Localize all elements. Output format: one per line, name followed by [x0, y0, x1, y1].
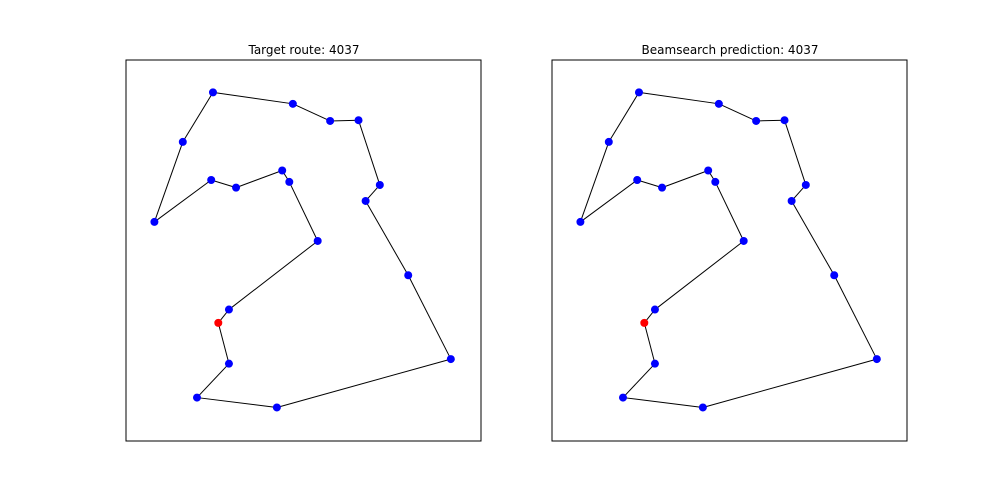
beamsearch-prediction-route-point	[604, 137, 613, 146]
target-route-route-point	[326, 116, 335, 125]
beamsearch-prediction-route-segment	[702, 358, 877, 408]
beamsearch-prediction-panel: Beamsearch prediction: 4037	[551, 43, 908, 442]
target-route-route-point	[278, 166, 287, 175]
beamsearch-prediction-axes-frame	[551, 59, 908, 442]
target-route-route-segment	[196, 363, 230, 398]
target-route-route-point	[288, 99, 297, 108]
beamsearch-prediction-route-segment	[661, 170, 709, 189]
beamsearch-prediction-route-segment	[638, 91, 719, 105]
beamsearch-prediction-route-point	[619, 393, 627, 402]
beamsearch-prediction-route-point	[650, 359, 659, 368]
target-route-route-segment	[196, 397, 277, 408]
target-route-route-point	[178, 137, 187, 146]
target-route-route-point	[446, 355, 455, 364]
target-route-route-point	[193, 393, 201, 402]
target-route-route-segment	[153, 141, 184, 223]
beamsearch-prediction-route-point	[739, 236, 748, 245]
beamsearch-prediction-route-segment	[756, 119, 785, 122]
target-route-route-point	[404, 271, 413, 280]
beamsearch-prediction-route-segment	[714, 181, 745, 242]
target-route-route-point	[232, 183, 241, 192]
beamsearch-prediction-route-point	[698, 403, 707, 412]
target-route-route-point	[224, 359, 233, 368]
beamsearch-prediction-route-point	[872, 355, 881, 364]
target-route-route-point	[354, 116, 363, 125]
target-route-route-segment	[217, 322, 230, 364]
target-route-route-segment	[407, 275, 452, 360]
beamsearch-prediction-route-segment	[833, 275, 878, 360]
target-route-axes-frame	[125, 59, 482, 442]
beamsearch-prediction-route-segment	[654, 240, 745, 310]
beamsearch-prediction-start-point	[640, 318, 649, 327]
target-route-route-segment	[365, 200, 409, 276]
beamsearch-prediction-route-segment	[579, 141, 610, 223]
beamsearch-prediction-route-point	[714, 99, 723, 108]
beamsearch-prediction-route-point	[830, 271, 839, 280]
beamsearch-prediction-route-point	[650, 305, 659, 314]
beamsearch-prediction-route-point	[658, 183, 667, 192]
beamsearch-prediction-route-point	[633, 176, 642, 185]
target-route-route-segment	[211, 179, 237, 189]
target-route-route-point	[224, 305, 233, 314]
target-route-route-segment	[292, 103, 331, 122]
beamsearch-prediction-marks	[576, 88, 881, 412]
target-route-route-point	[285, 177, 294, 186]
target-route-route-point	[313, 236, 322, 245]
target-route-panel: Target route: 4037	[125, 43, 482, 442]
target-route-route-segment	[330, 119, 359, 122]
target-route-route-segment	[182, 92, 214, 143]
target-route-route-segment	[212, 91, 293, 105]
beamsearch-prediction-route-segment	[622, 363, 656, 398]
target-route-title: Target route: 4037	[247, 43, 359, 57]
beamsearch-prediction-title: Beamsearch prediction: 4037	[642, 43, 819, 57]
beamsearch-prediction-route-point	[576, 217, 585, 226]
target-route-route-segment	[154, 179, 212, 223]
target-route-route-point	[272, 403, 281, 412]
beamsearch-prediction-route-point	[801, 180, 810, 189]
target-route-route-point	[361, 196, 370, 205]
target-route-start-point	[214, 318, 223, 327]
beamsearch-prediction-route-segment	[637, 179, 663, 189]
beamsearch-prediction-route-point	[752, 116, 761, 125]
beamsearch-prediction-route-segment	[643, 322, 656, 364]
target-route-marks	[150, 88, 455, 412]
target-route-route-point	[150, 217, 159, 226]
target-route-route-segment	[358, 120, 381, 186]
target-route-route-point	[375, 180, 384, 189]
target-route-route-point	[208, 88, 217, 97]
target-route-route-segment	[288, 181, 319, 242]
beamsearch-prediction-route-segment	[718, 103, 757, 122]
target-route-route-segment	[228, 240, 319, 310]
target-route-route-segment	[276, 358, 451, 408]
beamsearch-prediction-route-point	[634, 88, 643, 97]
beamsearch-prediction-route-segment	[784, 120, 807, 186]
beamsearch-prediction-route-segment	[622, 397, 703, 408]
beamsearch-prediction-route-point	[711, 177, 720, 186]
target-route-route-point	[207, 176, 216, 185]
target-route-route-segment	[235, 170, 283, 189]
beamsearch-prediction-route-point	[780, 116, 789, 125]
beamsearch-prediction-route-segment	[608, 92, 640, 143]
beamsearch-prediction-route-point	[704, 166, 713, 175]
beamsearch-prediction-route-segment	[791, 200, 835, 276]
beamsearch-prediction-route-segment	[580, 179, 638, 223]
beamsearch-prediction-route-point	[787, 196, 796, 205]
